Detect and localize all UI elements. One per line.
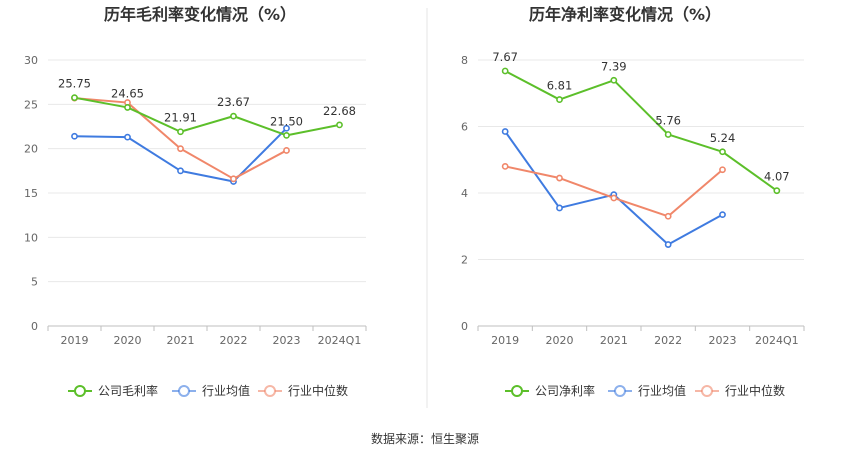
x-tick-label: 2021 (600, 334, 628, 347)
legend-swatch-marker (701, 385, 713, 397)
data-label: 22.68 (323, 104, 356, 118)
legend-label: 行业中位数 (288, 383, 348, 398)
data-point (610, 194, 618, 202)
data-label: 21.91 (164, 111, 197, 125)
data-point (283, 147, 290, 154)
data-point (283, 124, 290, 132)
data-label: 5.76 (655, 113, 681, 127)
y-tick-label: 25 (24, 98, 38, 111)
data-label: 5.24 (710, 131, 736, 145)
chart-panel-1: 历年毛利率变化情况（%） 0 5 10 15 20 25 30 2019 2020 2021 2022… (24, 5, 367, 398)
y-tick-label: 0 (31, 320, 38, 333)
legend-item: 公司净利率 (505, 383, 595, 398)
legend-item: 行业中位数 (695, 383, 785, 398)
y-tick-label: 20 (24, 143, 38, 156)
data-point (124, 133, 131, 141)
data-point (664, 212, 672, 220)
series-line (74, 96, 340, 137)
y-tick-label: 0 (461, 320, 468, 333)
data-point (556, 96, 563, 103)
data-point (664, 241, 672, 248)
y-tick-label: 6 (461, 121, 468, 134)
chart-title: 历年毛利率变化情况（%） (104, 5, 296, 24)
data-source-note: 数据来源：恒生聚源 (371, 431, 479, 446)
data-point (556, 174, 563, 182)
data-point (124, 104, 131, 111)
x-tick-label: 2020 (546, 334, 574, 347)
legend-label: 行业中位数 (725, 383, 785, 398)
data-point (283, 131, 290, 139)
y-tick-label: 15 (24, 187, 38, 200)
x-tick-label: 2024Q1 (755, 334, 799, 347)
data-point (664, 131, 672, 138)
data-point (501, 67, 509, 75)
data-label: 21.50 (270, 114, 303, 128)
data-point (71, 94, 78, 102)
series-line (504, 130, 723, 246)
data-point (230, 112, 237, 120)
legend-item: 公司毛利率 (68, 383, 158, 398)
data-point (177, 167, 184, 175)
legend-swatch-marker (511, 385, 523, 397)
data-point (719, 148, 726, 156)
y-tick-label: 8 (461, 54, 468, 67)
y-tick-label: 4 (461, 187, 468, 200)
data-point (177, 128, 184, 136)
data-point (719, 211, 726, 219)
legend-label: 公司净利率 (535, 383, 595, 398)
x-tick-label: 2023 (273, 334, 301, 347)
data-label: 7.39 (601, 59, 627, 73)
y-tick-label: 5 (31, 276, 38, 289)
data-point (610, 76, 618, 84)
data-label: 6.81 (547, 79, 573, 93)
x-tick-label: 2023 (709, 334, 737, 347)
chart-title: 历年净利率变化情况（%） (529, 5, 721, 24)
data-point (230, 175, 237, 183)
data-point (719, 166, 726, 174)
legend-item: 行业均值 (608, 383, 686, 398)
data-label: 25.75 (58, 77, 91, 91)
data-label: 23.67 (217, 95, 250, 109)
legend-label: 行业均值 (202, 383, 250, 398)
data-point (501, 128, 509, 135)
x-tick-label: 2022 (220, 334, 248, 347)
data-point (177, 145, 184, 153)
chart-panel-2: 历年净利率变化情况（%） 0 2 4 6 8 2019 2020 2021 2022 2023 202… (461, 5, 805, 398)
y-tick-label: 2 (461, 254, 468, 267)
legend-swatch-marker (614, 385, 626, 397)
legend-swatch-marker (74, 385, 86, 397)
y-tick-label: 10 (24, 231, 38, 244)
legend-swatch-marker (264, 385, 276, 397)
data-label: 4.07 (764, 170, 790, 184)
data-label: 24.65 (111, 86, 144, 100)
x-tick-label: 2019 (491, 334, 519, 347)
data-point (773, 187, 781, 195)
x-tick-label: 2024Q1 (318, 334, 362, 347)
legend-item: 行业中位数 (258, 383, 348, 398)
data-point (336, 121, 343, 129)
x-tick-label: 2022 (654, 334, 682, 347)
legend-swatch-marker (178, 385, 190, 397)
legend-label: 公司毛利率 (98, 383, 158, 398)
x-tick-label: 2020 (114, 334, 142, 347)
data-point (71, 132, 78, 140)
data-point (556, 204, 563, 212)
data-point (501, 162, 509, 170)
x-tick-label: 2019 (61, 334, 89, 347)
x-tick-label: 2021 (167, 334, 195, 347)
data-label: 7.67 (492, 50, 518, 64)
legend-label: 行业均值 (638, 383, 686, 398)
series-line (504, 70, 778, 192)
y-tick-label: 30 (24, 54, 38, 67)
legend-item: 行业均值 (172, 383, 250, 398)
